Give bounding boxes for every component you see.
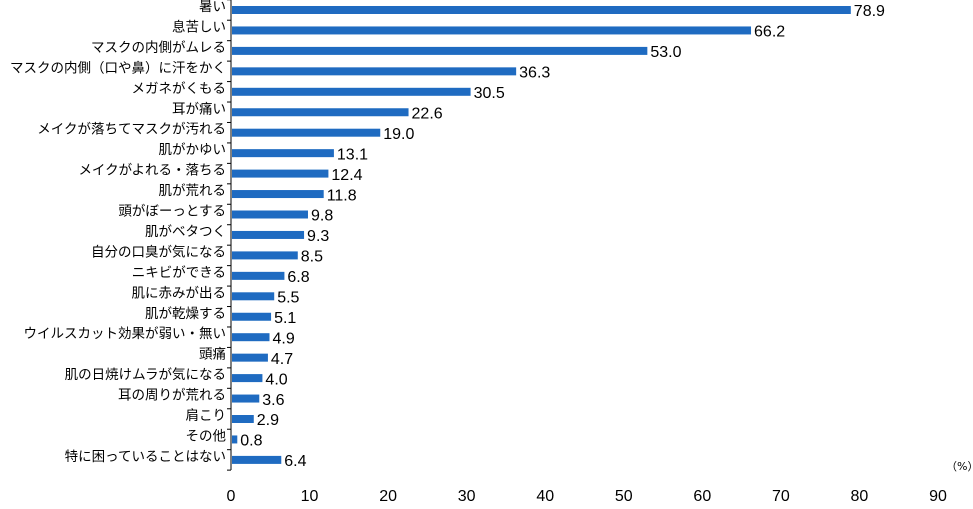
- category-label: 肌がベタつく: [145, 224, 226, 240]
- category-label: 耳が痛い: [172, 100, 226, 117]
- bar: [232, 128, 381, 137]
- value-label: 53.0: [650, 44, 681, 61]
- x-tick-label: 50: [615, 488, 633, 505]
- category-label: ニキビができる: [132, 265, 226, 281]
- value-label: 5.1: [274, 310, 296, 327]
- value-label: 78.9: [854, 3, 885, 20]
- category-label: 肌が乾燥する: [145, 306, 226, 322]
- value-label: 13.1: [337, 146, 368, 163]
- value-label: 5.5: [277, 290, 299, 307]
- value-label: 9.8: [311, 208, 333, 225]
- x-tick-label: 30: [458, 488, 476, 505]
- category-label: メガネがくもる: [132, 81, 227, 97]
- bar: [232, 271, 285, 280]
- bar: [232, 374, 263, 383]
- bar: [232, 415, 254, 423]
- bar: [232, 6, 851, 14]
- category-label: 暑い: [199, 0, 226, 15]
- bar: [232, 312, 272, 321]
- category-label: マスクの内側（口や鼻）に汗をかく: [10, 59, 226, 76]
- category-label: 頭痛: [199, 346, 226, 363]
- category-label: その他: [186, 428, 227, 444]
- bars: [232, 6, 851, 464]
- category-label: ウイルスカット効果が弱い・無い: [24, 326, 227, 342]
- x-tick-label: 20: [379, 488, 397, 505]
- bar: [232, 292, 275, 301]
- bar: [232, 149, 334, 158]
- value-label: 36.3: [519, 65, 550, 82]
- value-label: 12.4: [331, 167, 362, 184]
- value-label: 11.8: [327, 187, 357, 204]
- category-label: 耳の周りが荒れる: [118, 388, 226, 404]
- x-tick-label: 90: [929, 488, 947, 505]
- category-label: マスクの内側がムレる: [91, 40, 226, 56]
- category-label: 頭がぼーっとする: [118, 204, 226, 220]
- category-label: 肩こり: [186, 408, 227, 424]
- x-tick-label: 80: [851, 488, 869, 505]
- value-labels: 78.9 66.2 53.0 36.3 30.5 22.6 19.0 13.1 12.4 11.8…: [240, 3, 885, 470]
- category-label: 自分の口臭が気になる: [91, 244, 226, 260]
- bar: [232, 353, 268, 362]
- bar: [232, 333, 270, 342]
- value-label: 4.9: [272, 330, 294, 347]
- bar: [232, 190, 324, 199]
- x-tick-label: 0: [227, 488, 236, 505]
- category-label: 肌が荒れる: [159, 183, 227, 199]
- value-label: 3.6: [262, 392, 284, 409]
- value-label: 2.9: [257, 412, 279, 429]
- value-label: 6.8: [287, 269, 309, 286]
- bar: [232, 394, 260, 403]
- bar: [232, 87, 471, 96]
- bar: [232, 435, 238, 444]
- bar: [232, 210, 308, 219]
- value-label: 30.5: [474, 85, 505, 102]
- bar: [232, 67, 517, 76]
- category-labels: 暑い息苦しいマスクの内側がムレるマスクの内側（口や鼻）に汗をかくメガネがくもる耳…: [10, 0, 226, 465]
- category-label: 特に困っていることはない: [65, 449, 226, 465]
- category-label: 肌がかゆい: [159, 142, 227, 158]
- x-axis-tick-labels: 0 10 20 30 40 50 60 70 80 90: [227, 488, 947, 505]
- bar: [232, 230, 305, 239]
- value-label: 6.4: [284, 453, 306, 470]
- value-label: 19.0: [383, 126, 414, 143]
- category-label: メイクが落ちてマスクが汚れる: [37, 122, 226, 138]
- category-label: メイクがよれる・落ちる: [78, 163, 226, 179]
- bar: [232, 455, 282, 464]
- x-axis-unit-label: （%）: [946, 460, 973, 473]
- y-axis-ticks: [227, 0, 231, 471]
- x-tick-label: 10: [301, 488, 319, 505]
- value-label: 4.0: [265, 371, 287, 388]
- x-tick-label: 40: [536, 488, 554, 505]
- value-label: 0.8: [240, 433, 262, 450]
- bar: [232, 46, 648, 55]
- bar: [232, 169, 329, 178]
- category-label: 息苦しい: [172, 18, 226, 35]
- value-label: 22.6: [412, 105, 443, 122]
- bar: [232, 251, 298, 260]
- value-label: 8.5: [301, 249, 323, 266]
- value-label: 66.2: [754, 24, 785, 41]
- x-tick-label: 70: [772, 488, 790, 505]
- value-label: 4.7: [271, 351, 293, 368]
- value-label: 9.3: [307, 228, 329, 245]
- x-tick-label: 60: [693, 488, 711, 505]
- bar: [232, 26, 752, 35]
- bar: [232, 108, 409, 117]
- category-label: 肌の日焼けムラが気になる: [65, 367, 226, 383]
- category-label: 肌に赤みが出る: [132, 285, 227, 301]
